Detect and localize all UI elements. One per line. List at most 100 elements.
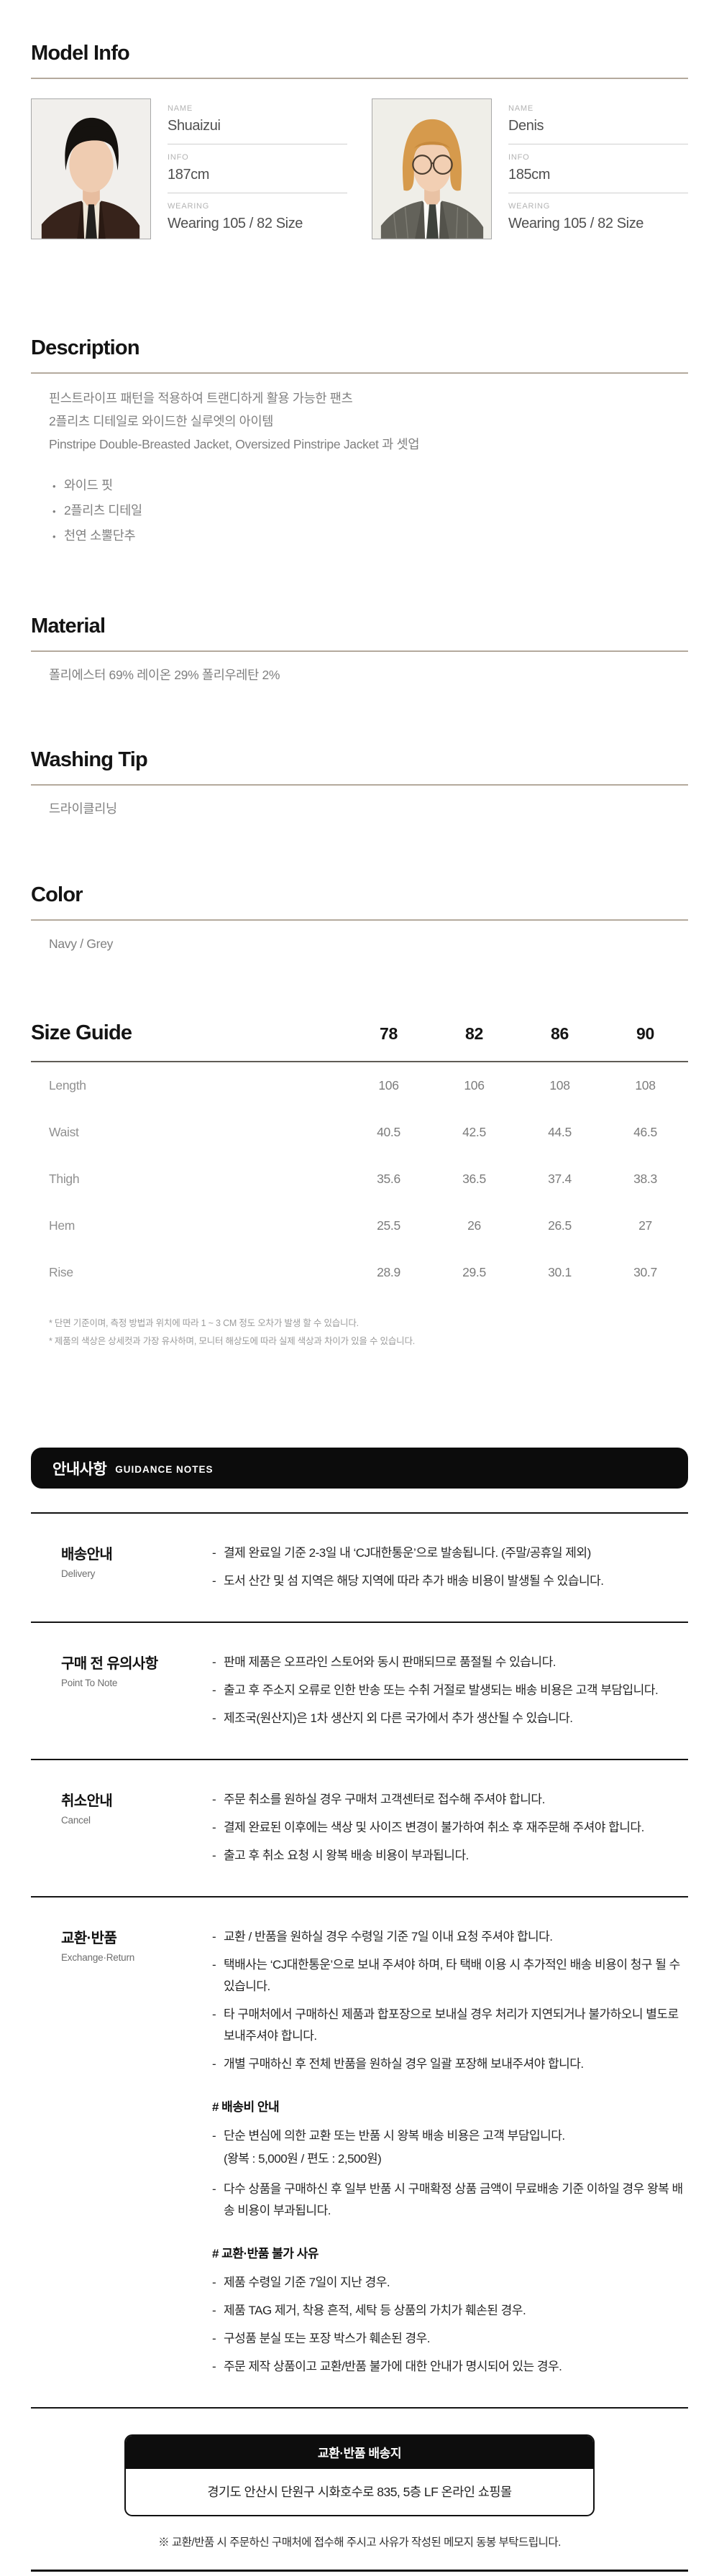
measurement-value: 106 bbox=[378, 1078, 399, 1092]
material-title: Material bbox=[31, 615, 106, 638]
feature-item: 와이드 핏 bbox=[52, 473, 688, 499]
measurement-value: 28.9 bbox=[377, 1265, 400, 1279]
guidance-item: 결제 완료일 기준 2-3일 내 ‘CJ대한통운’으로 발송됩니다. (주말/공… bbox=[212, 1542, 685, 1564]
washing-tip-title: Washing Tip bbox=[31, 748, 148, 771]
model-wearing-size: Wearing 105 / 82 Size bbox=[508, 216, 644, 231]
guidance-item: 판매 제품은 오프라인 스토어와 동시 판매되므로 품절될 수 있습니다. bbox=[212, 1652, 685, 1673]
return-footnote: ※ 교환/반품 시 주문하신 구매처에 접수해 주시고 사유가 작성된 메모지 … bbox=[158, 2536, 561, 2549]
model-photo bbox=[372, 98, 492, 239]
guidance-badge: 안내사항 GUIDANCE NOTES bbox=[31, 1448, 688, 1489]
model-photo bbox=[31, 98, 151, 239]
divider bbox=[31, 1061, 688, 1062]
guidance-item: 출고 후 주소지 오류로 인한 반송 또는 수취 거절로 발생되는 배송 비용은… bbox=[212, 1680, 685, 1701]
feature-item: 천연 소뿔단추 bbox=[52, 523, 688, 549]
guidance-section-label: 배송안내 Delivery bbox=[61, 1542, 212, 1598]
measurement-value: 35.6 bbox=[377, 1172, 400, 1186]
guidance-item: 주문 취소를 원하실 경우 구매처 고객센터로 접수해 주셔야 합니다. bbox=[212, 1789, 685, 1811]
shipping-fee-heading: # 배송비 안내 bbox=[212, 2100, 280, 2114]
model-details: NAME Denis INFO 185cm WEARING Wearing 10… bbox=[508, 98, 688, 239]
measurement-label: Length bbox=[49, 1078, 86, 1092]
guidance-section-label: 교환·반품 Exchange·Return bbox=[61, 1926, 212, 2384]
measurement-value: 29.5 bbox=[462, 1265, 486, 1279]
size-guide-title: Size Guide bbox=[31, 1021, 132, 1044]
measurement-value: 44.5 bbox=[548, 1125, 572, 1139]
material-text: 폴리에스터 69% 레이온 29% 폴리우레탄 2% bbox=[49, 668, 280, 682]
section-subtitle: Point To Note bbox=[61, 1678, 118, 1688]
measurement-value: 27 bbox=[638, 1218, 652, 1233]
model-info-title: Model Info bbox=[31, 42, 130, 65]
name-label: NAME bbox=[168, 104, 193, 113]
guidance-item: 도서 산간 및 섬 지역은 해당 지역에 따라 추가 배송 비용이 발생될 수 … bbox=[212, 1570, 685, 1592]
section-title: 취소안내 bbox=[61, 1793, 113, 1809]
measurement-value: 30.7 bbox=[633, 1265, 657, 1279]
size-columns: 78 82 86 90 bbox=[346, 1024, 688, 1044]
size-table-row: Length 106 106 108 108 bbox=[31, 1062, 688, 1109]
model-name: Denis bbox=[508, 118, 544, 134]
section-washing-tip: Washing Tip 드라이클리닝 bbox=[31, 748, 688, 820]
washing-tip-text: 드라이클리닝 bbox=[49, 801, 117, 816]
info-label: INFO bbox=[508, 153, 530, 162]
section-guidance-notes: 안내사항 GUIDANCE NOTES 배송안내 Delivery 결제 완료일… bbox=[31, 1448, 688, 2572]
measurement-value: 108 bbox=[635, 1078, 656, 1092]
divider bbox=[31, 784, 688, 786]
return-address-text: 경기도 안산시 단원구 시화호수로 835, 5층 LF 온라인 쇼핑몰 bbox=[207, 2485, 512, 2499]
section-description: Description 핀스트라이프 패턴을 적용하여 트랜디하게 활용 가능한… bbox=[31, 336, 688, 549]
measurement-value: 25.5 bbox=[377, 1218, 400, 1233]
model-name: Shuaizui bbox=[168, 118, 221, 134]
model-height: 187cm bbox=[168, 167, 210, 183]
description-line: Pinstripe Double-Breasted Jacket, Oversi… bbox=[49, 437, 420, 451]
guidance-section-cancel: 취소안내 Cancel 주문 취소를 원하실 경우 구매처 고객센터로 접수해 … bbox=[31, 1760, 688, 1898]
wearing-label: WEARING bbox=[508, 202, 551, 211]
feature-item: 2플리츠 디테일 bbox=[52, 498, 688, 524]
model-cards: NAME Shuaizui INFO 187cm WEARING Wearing… bbox=[31, 98, 688, 239]
measurement-value: 36.5 bbox=[462, 1172, 486, 1186]
measurement-value: 40.5 bbox=[377, 1125, 400, 1139]
guidance-section-items: 판매 제품은 오프라인 스토어와 동시 판매되므로 품절될 수 있습니다. 출고… bbox=[212, 1652, 688, 1736]
guidance-section-point-to-note: 구매 전 유의사항 Point To Note 판매 제품은 오프라인 스토어와… bbox=[31, 1623, 688, 1760]
measurement-value: 30.1 bbox=[548, 1265, 572, 1279]
size-column-header: 90 bbox=[636, 1024, 654, 1043]
guidance-item: 단순 변심에 의한 교환 또는 반품 시 왕복 배송 비용은 고객 부담입니다. bbox=[212, 2125, 685, 2147]
measurement-label: Rise bbox=[49, 1265, 73, 1279]
divider bbox=[31, 2570, 688, 2572]
divider bbox=[31, 1512, 688, 1514]
size-column-header: 82 bbox=[465, 1024, 483, 1043]
guidance-item: 제품 TAG 제거, 착용 흔적, 세탁 등 상품의 가치가 훼손된 경우. bbox=[212, 2300, 685, 2322]
color-text: Navy / Grey bbox=[49, 937, 114, 951]
size-table-row: Rise 28.9 29.5 30.1 30.7 bbox=[31, 1249, 688, 1296]
size-guide-notes: * 단면 기준이며, 측정 방법과 위치에 따라 1 ~ 3 CM 정도 오차가… bbox=[31, 1315, 688, 1351]
guidance-section-items: 주문 취소를 원하실 경우 구매처 고객센터로 접수해 주셔야 합니다. 결제 … bbox=[212, 1789, 688, 1873]
measurement-value: 26 bbox=[467, 1218, 481, 1233]
guidance-section-exchange-return: 교환·반품 Exchange·Return 교환 / 반품을 원하실 경우 수령… bbox=[31, 1898, 688, 2409]
description-title: Description bbox=[31, 336, 140, 359]
section-size-guide: Size Guide 78 82 86 90 Length 106 106 10… bbox=[31, 1021, 688, 1351]
model-height: 185cm bbox=[508, 167, 551, 183]
guidance-item: 제품 수령일 기준 7일이 지난 경우. bbox=[212, 2272, 685, 2294]
measurement-value: 26.5 bbox=[548, 1218, 572, 1233]
divider bbox=[31, 372, 688, 374]
guidance-item: 결제 완료된 이후에는 색상 및 사이즈 변경이 불가하여 취소 후 재주문해 … bbox=[212, 1817, 685, 1839]
description-line: 2플리츠 디테일로 와이드한 실루엣의 아이템 bbox=[49, 414, 274, 428]
measurement-value: 46.5 bbox=[633, 1125, 657, 1139]
model-card: NAME Shuaizui INFO 187cm WEARING Wearing… bbox=[31, 98, 347, 239]
color-title: Color bbox=[31, 883, 83, 906]
model-details: NAME Shuaizui INFO 187cm WEARING Wearing… bbox=[168, 98, 347, 239]
guidance-item: 택배사는 ‘CJ대한통운’으로 보내 주셔야 하며, 타 택배 이용 시 추가적… bbox=[212, 1954, 685, 1997]
measurement-value: 37.4 bbox=[548, 1172, 572, 1186]
model-wearing-size: Wearing 105 / 82 Size bbox=[168, 216, 303, 231]
section-color: Color Navy / Grey bbox=[31, 883, 688, 955]
model-portrait-illustration bbox=[32, 99, 150, 239]
size-table-row: Waist 40.5 42.5 44.5 46.5 bbox=[31, 1109, 688, 1156]
guidance-item: 주문 제작 상품이고 교환/반품 불가에 대한 안내가 명시되어 있는 경우. bbox=[212, 2356, 685, 2378]
measurement-label: Thigh bbox=[49, 1172, 80, 1186]
section-subtitle: Cancel bbox=[61, 1815, 91, 1826]
section-title: 교환·반품 bbox=[61, 1931, 117, 1946]
guidance-section-label: 취소안내 Cancel bbox=[61, 1789, 212, 1873]
guidance-section-label: 구매 전 유의사항 Point To Note bbox=[61, 1652, 212, 1736]
measurement-value: 38.3 bbox=[633, 1172, 657, 1186]
measurement-value: 42.5 bbox=[462, 1125, 486, 1139]
model-card: NAME Denis INFO 185cm WEARING Wearing 10… bbox=[372, 98, 688, 239]
name-label: NAME bbox=[508, 104, 533, 113]
section-material: Material 폴리에스터 69% 레이온 29% 폴리우레탄 2% bbox=[31, 615, 688, 686]
